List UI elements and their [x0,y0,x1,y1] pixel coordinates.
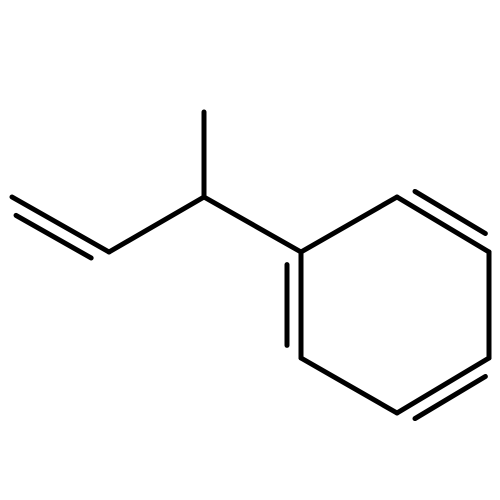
molecule-canvas [0,0,500,500]
bond [301,358,397,413]
bond [301,197,397,252]
bond [204,197,301,252]
bond [12,197,109,252]
bond [109,197,204,252]
bond [397,197,489,252]
bond [397,358,489,413]
